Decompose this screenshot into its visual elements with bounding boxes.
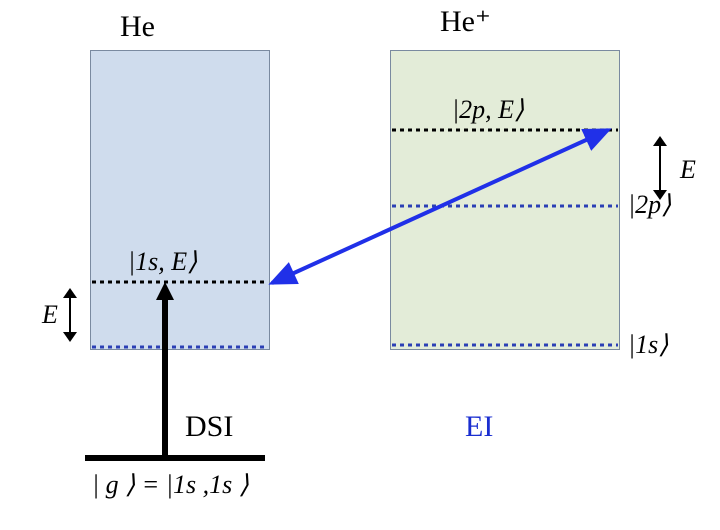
level-label-1s: |1s⟩ — [628, 330, 668, 360]
dsi-arrow-head — [156, 282, 174, 300]
dsi-label: DSI — [185, 410, 233, 444]
left-energy-label: E — [42, 300, 58, 330]
ground-level-line — [85, 455, 265, 461]
right-energy-arrow — [659, 144, 661, 192]
ei-label: EI — [465, 410, 493, 444]
left-energy-arrow-head-up — [63, 288, 77, 298]
diagram-canvas: He He⁺ |1s, E⟩ |2p, E⟩ |2p⟩ |1s⟩ DSI | g… — [0, 0, 720, 530]
dsi-arrow — [162, 293, 168, 455]
left-energy-arrow — [69, 296, 71, 334]
right-energy-arrow-head-down — [653, 190, 667, 200]
line-layer — [0, 0, 720, 530]
right-energy-arrow-head-up — [653, 136, 667, 146]
level-label-2pE: |2p, E⟩ — [452, 95, 524, 125]
left-energy-arrow-head-down — [63, 332, 77, 342]
ground-state-label: | g ⟩ = |1s ,1s ⟩ — [92, 470, 249, 500]
right-energy-label: E — [680, 155, 696, 185]
level-label-1sE: |1s, E⟩ — [128, 247, 197, 277]
